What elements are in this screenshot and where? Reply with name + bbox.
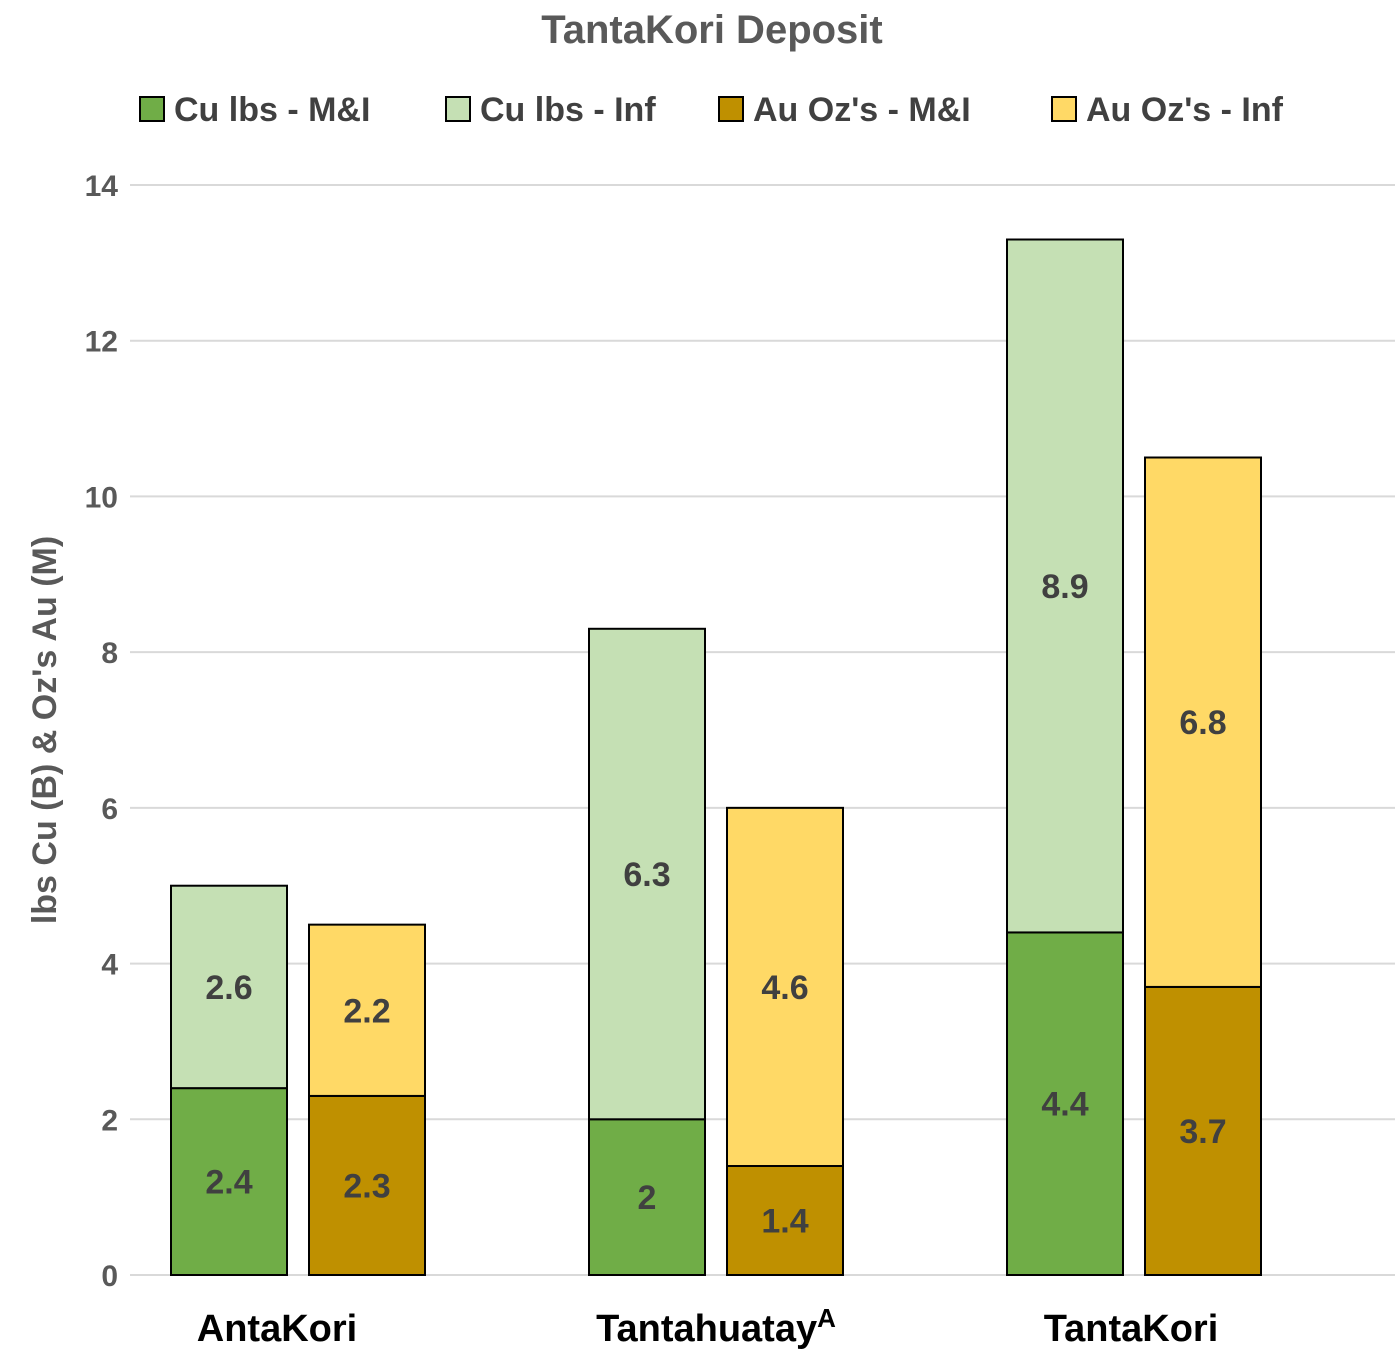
legend-swatch <box>445 96 471 122</box>
legend-item-cu-lbs-m-i: Cu lbs - M&I <box>139 91 370 129</box>
category-label-antakori: AntaKori <box>197 1308 357 1349</box>
bars <box>170 238 1262 1277</box>
category-label-tantakori: TantaKori <box>1044 1308 1219 1349</box>
legend-item-cu-lbs-inf: Cu lbs - Inf <box>445 91 656 129</box>
data-label: 2.4 <box>205 1164 252 1202</box>
bar-antakori-au-oz-s-inf <box>308 923 426 1097</box>
data-label: 3.7 <box>1179 1113 1226 1151</box>
legend-label: Au Oz's - Inf <box>1086 91 1284 129</box>
data-label: 2.2 <box>343 992 390 1030</box>
legend-label: Cu lbs - M&I <box>174 91 370 129</box>
legend-swatch <box>718 96 744 122</box>
bar-tantahuatay-cu-lbs-inf <box>588 627 706 1121</box>
category-label-tantahuatay: TantahuatayA <box>596 1303 836 1349</box>
bar-tantakori-au-oz-s-inf <box>1144 456 1262 988</box>
y-tick-label: 4 <box>101 949 118 982</box>
bar-antakori-au-oz-s-m-i <box>308 1094 426 1277</box>
chart-title: TantaKori Deposit <box>541 8 883 52</box>
legend-label: Au Oz's - M&I <box>753 91 971 129</box>
y-tick-label: 8 <box>101 637 118 670</box>
legend-item-au-oz-s-m-i: Au Oz's - M&I <box>718 91 971 129</box>
y-tick-label: 2 <box>101 1104 118 1137</box>
bar-tantahuatay-au-oz-s-inf <box>726 806 844 1167</box>
data-label: 6.3 <box>623 856 670 894</box>
bar-tantakori-au-oz-s-m-i <box>1144 985 1262 1277</box>
y-tick-label: 14 <box>85 170 119 203</box>
legend-swatch <box>1051 96 1077 122</box>
data-label: 4.4 <box>1041 1086 1088 1124</box>
bar-tantakori-cu-lbs-inf <box>1006 238 1124 934</box>
data-label: 6.8 <box>1179 704 1226 742</box>
legend-swatch <box>139 96 165 122</box>
y-axis-label: lbs Cu (B) & Oz's Au (M) <box>26 536 64 924</box>
y-axis-ticks: 0 2 4 6 8 10 12 14 <box>85 170 119 1293</box>
y-tick-label: 6 <box>101 793 118 826</box>
data-labels: 2.4 2.6 2.3 2.2 2 6.3 1.4 4.6 4.4 8.9 3.7 6.8 <box>205 568 1226 1241</box>
data-label: 4.6 <box>761 969 808 1007</box>
bar-tantakori-cu-lbs-m-i <box>1006 931 1124 1277</box>
y-tick-label: 10 <box>85 481 118 514</box>
legend-item-au-oz-s-inf: Au Oz's - Inf <box>1051 91 1284 129</box>
legend-label: Cu lbs - Inf <box>480 91 656 129</box>
data-label: 2 <box>638 1179 657 1217</box>
bar-antakori-cu-lbs-m-i <box>170 1087 288 1276</box>
x-axis-categories: AntaKori TantahuatayA TantaKori <box>197 1303 1218 1349</box>
data-label: 2.3 <box>343 1167 390 1205</box>
data-label: 1.4 <box>761 1203 808 1241</box>
y-tick-label: 12 <box>85 326 118 359</box>
bar-tantahuatay-cu-lbs-m-i <box>588 1118 706 1277</box>
y-tick-label: 0 <box>101 1260 118 1293</box>
data-label: 8.9 <box>1041 568 1088 606</box>
data-label: 2.6 <box>205 969 252 1007</box>
bar-antakori-cu-lbs-inf <box>170 884 288 1090</box>
legend: Cu lbs - M&I Cu lbs - Inf Au Oz's - M&I Au … <box>139 91 1284 129</box>
